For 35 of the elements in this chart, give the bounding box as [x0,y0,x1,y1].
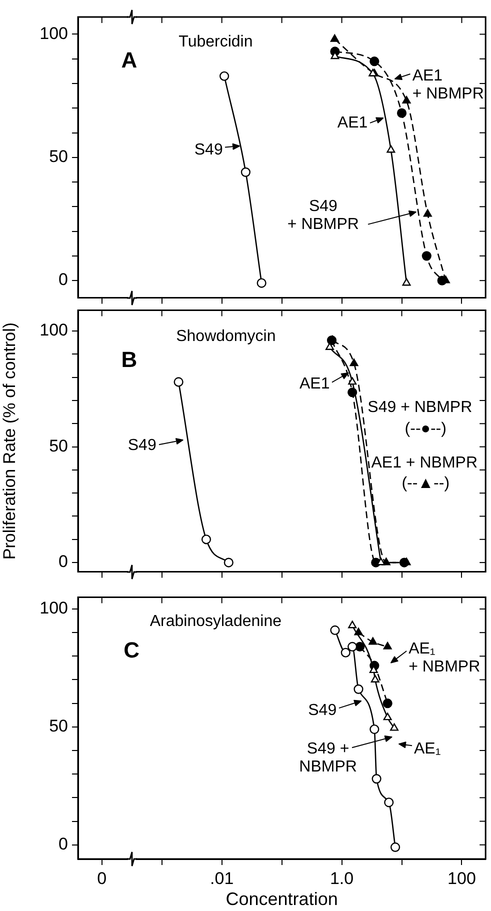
y-tick-label: 50 [49,716,68,736]
y-axis-title: Proliferation Rate (% of control) [0,322,19,560]
annotation: B [121,347,138,372]
annotation: S49 [128,437,156,454]
annotation: AE1 + NBMPR [371,454,478,472]
annotation: AE1 + NBMPR [412,68,484,103]
text: Showdomycin [176,328,276,346]
annotation: C [124,638,140,663]
annotation: A [121,47,138,72]
annotation: AE₁ + NBMPR [408,640,480,676]
text: Tubercidin [178,34,253,51]
x-axis-title: Concentration [226,889,338,910]
y-tick-label: 100 [40,598,68,618]
annotation: S49 + NBMPR [368,398,472,416]
y-tick-label: 0 [58,834,68,854]
text: Arabinosyladenine [150,612,282,630]
annotation: AE1 [299,376,330,393]
annotation: S49 + NBMPR [299,740,357,776]
x-tick-label: 1.0 [330,868,354,888]
y-tick-label: 50 [49,436,68,456]
y-tick-label: 0 [58,270,68,290]
x-tick-label: 0 [97,868,107,888]
y-tick-label: 0 [58,552,68,572]
annotation: S49 [194,141,223,158]
x-tick-label: .01 [210,868,234,888]
x-tick-label: 100 [448,868,476,888]
annotation: S49 + NBMPR [287,198,359,234]
annotation: S49 [308,702,337,719]
y-tick-label: 50 [49,147,68,166]
annotation: AE₁ [414,740,441,758]
y-tick-label: 100 [40,24,68,43]
annotation: (--●--) [404,420,446,438]
annotation: (--▲--) [402,475,450,492]
y-tick-label: 100 [40,320,68,340]
annotation: AE1 [337,114,368,132]
